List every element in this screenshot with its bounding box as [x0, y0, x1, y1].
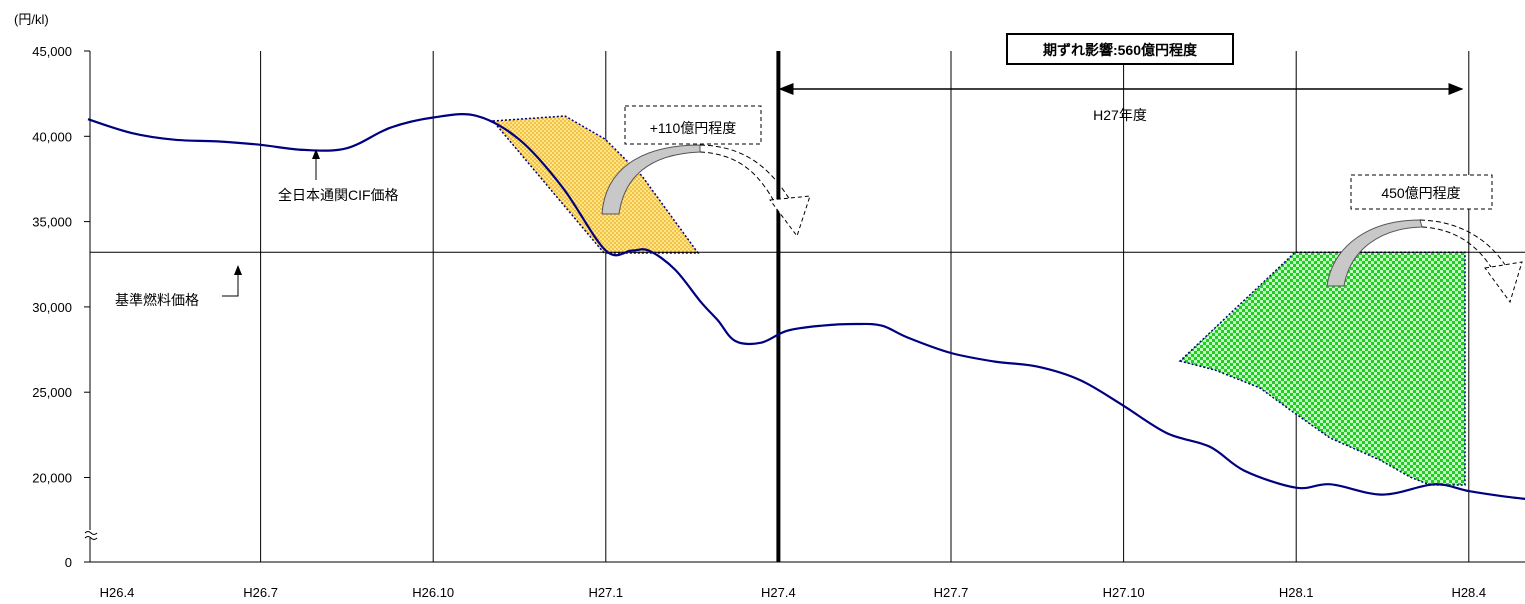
- y-tick-label: 25,000: [32, 385, 72, 400]
- gridlines: [260, 51, 1470, 562]
- x-tick-label: H26.7: [243, 585, 278, 600]
- y-tick-label: 20,000: [32, 471, 72, 486]
- yellow-curved-arrow-dashed: [699, 144, 791, 201]
- yellow-curved-arrow-dashed: [699, 151, 777, 206]
- y-tick-label: 40,000: [32, 129, 72, 144]
- fiscal-year-label: H27年度: [1093, 107, 1147, 123]
- green-curved-arrow-dashed: [1421, 226, 1495, 273]
- x-tick-label: H27.4: [761, 585, 796, 600]
- offset-impact-box: [1006, 33, 1234, 65]
- series-line-cif-price: [87, 113, 1525, 501]
- green-curved-arrow-dashed: [1419, 219, 1508, 269]
- x-tick-label: H27.10: [1103, 585, 1145, 600]
- axis-break-wave: [84, 536, 98, 540]
- green-arrowhead: [1484, 261, 1523, 304]
- y-tick-label: 30,000: [32, 300, 72, 315]
- x-tick-label: H27.7: [934, 585, 969, 600]
- series-label-base-price: 基準燃料価格: [115, 292, 199, 308]
- x-tick-label: H28.1: [1279, 585, 1314, 600]
- series-group: [87, 113, 1525, 501]
- y-tick-label: 35,000: [32, 215, 72, 230]
- yellow-shaded-area: [491, 115, 700, 254]
- green-shaded-area: [1178, 251, 1466, 486]
- yellow-curved-arrow-body: [601, 144, 701, 215]
- green-amount-label: 450億円程度: [1381, 185, 1460, 201]
- series-label-cif-price: 全日本通関CIF価格: [278, 187, 399, 203]
- green-amount-box: [1350, 174, 1493, 210]
- y-axis-break: [84, 530, 98, 540]
- offset-impact-label: 期ずれ影響:560億円程度: [1043, 42, 1198, 58]
- yellow-amount-label: +110億円程度: [650, 120, 737, 136]
- axes: 0 20,000 25,000 30,000 35,000 40,000 45,000 H26…: [32, 44, 1525, 600]
- unit-label: (円/kl): [14, 12, 49, 27]
- y-tick-label: 0: [65, 555, 72, 570]
- axis-break-wave: [84, 531, 98, 535]
- base-label-pointer-arrow: [222, 265, 242, 297]
- yellow-arrowhead: [769, 195, 811, 238]
- x-tick-label: H26.4: [100, 585, 135, 600]
- green-curved-arrow-body: [1326, 219, 1423, 287]
- axis-break-mask: [84, 530, 96, 538]
- x-tick-label: H28.4: [1451, 585, 1486, 600]
- x-tick-label: H27.1: [588, 585, 623, 600]
- yellow-amount-box: [624, 105, 762, 145]
- x-tick-label: H26.10: [412, 585, 454, 600]
- y-tick-label: 45,000: [32, 44, 72, 59]
